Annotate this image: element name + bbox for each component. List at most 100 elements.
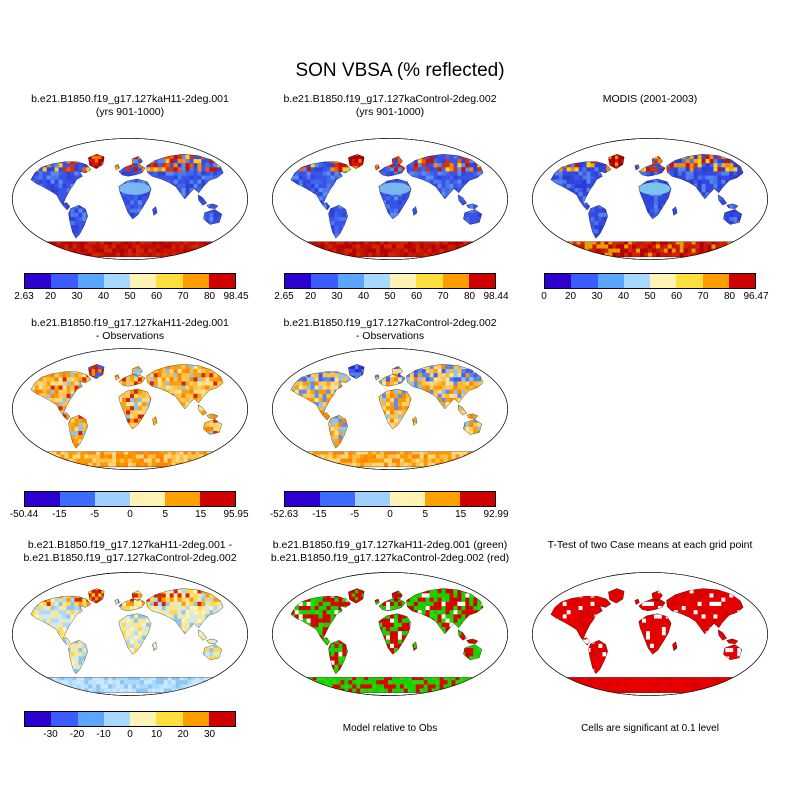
colorbar-segment: [60, 492, 95, 506]
colorbar-tick-labels: -52.63 -15 -5 0 5 15 92.99: [270, 509, 509, 522]
colorbar-tick: 30: [203, 729, 216, 740]
panel-caption: Cells are significant at 0.1 level: [581, 723, 719, 734]
colorbar-tick: 40: [97, 291, 110, 302]
world-map: [11, 137, 249, 261]
colorbar-tick: 40: [357, 291, 370, 302]
colorbar-segment: [676, 274, 703, 288]
panel-title-line2: b.e21.B1850.f19_g17.127kaControl-2deg.00…: [23, 552, 237, 564]
colorbar-tick: -20: [69, 729, 85, 740]
colorbar-segment: [95, 492, 130, 506]
colorbar-segment: [156, 274, 183, 288]
colorbar-segment: [702, 274, 729, 288]
colorbar-segment: [130, 274, 157, 288]
map-svg: [272, 348, 508, 470]
colorbar-tick: -30: [43, 729, 58, 740]
colorbar: -30 -20 -10 0 10 20 30: [24, 711, 236, 742]
panel-title: MODIS (2001-2003): [528, 93, 772, 119]
map-svg: [12, 138, 248, 260]
colorbar-tick: 60: [410, 291, 423, 302]
colorbar-tick: 0: [127, 509, 133, 520]
colorbar-tick: -5: [350, 509, 360, 520]
colorbar-segment: [285, 274, 312, 288]
colorbar-tick: 98.45: [223, 291, 249, 302]
panel-ttest: T-Test of two Case means at each grid po…: [528, 539, 772, 734]
map-svg: [272, 138, 508, 260]
panel-title-line2: b.e21.B1850.f19_g17.127kaControl-2deg.00…: [270, 552, 510, 564]
colorbar-segment: [545, 274, 572, 288]
colorbar: -50.44 -15 -5 0 5 15 95.95: [10, 491, 249, 522]
world-map: [271, 347, 509, 471]
figure-title: SON VBSA (% reflected): [295, 60, 505, 81]
colorbar-tick: 2.65: [274, 291, 294, 302]
colorbar-tick: 15: [195, 509, 207, 520]
colorbar-tick: 80: [463, 291, 476, 302]
panel-title: T-Test of two Case means at each grid po…: [528, 539, 772, 565]
colorbar-segment: [25, 274, 52, 288]
world-map: [11, 571, 249, 697]
panel-case2-minus-obs: b.e21.B1850.f19_g17.127kaControl-2deg.00…: [268, 317, 512, 522]
map-svg: [532, 138, 768, 260]
panel-title-line2: - Observations: [95, 330, 165, 342]
world-map: [271, 137, 509, 261]
colorbar-tick: 80: [203, 291, 216, 302]
colorbar-segment: [425, 492, 460, 506]
colorbar-segment: [208, 712, 235, 726]
colorbar-segment: [51, 274, 78, 288]
panel-title: b.e21.B1850.f19_g17.127kaH11-2deg.001 - …: [8, 317, 252, 343]
colorbar-tick: -52.63: [269, 509, 299, 520]
colorbar-tick: 70: [697, 291, 709, 302]
panel-title-line1: b.e21.B1850.f19_g17.127kaH11-2deg.001 -: [27, 539, 233, 551]
panel-title: b.e21.B1850.f19_g17.127kaH11-2deg.001 (y…: [8, 93, 252, 119]
colorbar-tick: 60: [670, 291, 683, 302]
colorbar-segment: [200, 492, 235, 506]
colorbar-tick: 30: [591, 291, 603, 302]
panel-case1-minus-case2: b.e21.B1850.f19_g17.127kaH11-2deg.001 - …: [8, 539, 252, 742]
colorbar-segment: [416, 274, 443, 288]
colorbar-tick: 95.95: [223, 509, 249, 520]
colorbar-tick: 5: [162, 509, 169, 520]
colorbar-segment: [337, 274, 364, 288]
colorbar-segment: [571, 274, 598, 288]
map-svg: [12, 572, 248, 696]
colorbar-tick: -10: [96, 729, 111, 740]
colorbar: -52.63 -15 -5 0 5 15 92.99: [270, 491, 509, 522]
colorbar-segment: [25, 492, 60, 506]
panel-case2-climatology: b.e21.B1850.f19_g17.127kaControl-2deg.00…: [268, 93, 512, 304]
colorbar: 2.65 20 30 40 50 60 70 80 98.44: [274, 273, 509, 304]
colorbar-segment: [355, 492, 390, 506]
colorbar-tick: 70: [177, 291, 189, 302]
colorbar-tick: 5: [422, 509, 429, 520]
colorbar-tick: -5: [90, 509, 100, 520]
colorbar-tick: 10: [150, 729, 163, 740]
colorbar-tick: 92.99: [483, 509, 509, 520]
colorbar: 2.63 20 30 40 50 60 70 80 98.45: [14, 273, 249, 304]
panel-title-line1: b.e21.B1850.f19_g17.127kaH11-2deg.001: [31, 93, 229, 105]
map-svg: [12, 348, 248, 470]
panel-title-line2: - Observations: [355, 330, 425, 342]
colorbar-tick: 15: [455, 509, 467, 520]
colorbar-segment: [103, 274, 130, 288]
colorbar-segment: [460, 492, 495, 506]
panel-title-line1: b.e21.B1850.f19_g17.127kaH11-2deg.001 (g…: [272, 539, 508, 551]
colorbar-tick: 0: [541, 291, 547, 302]
colorbar-tick-labels: 2.65 20 30 40 50 60 70 80 98.44: [274, 291, 508, 304]
colorbar-bar: [284, 273, 496, 289]
panel-caption: Model relative to Obs: [342, 723, 438, 734]
map-svg: [272, 572, 508, 696]
panel-case1-minus-obs: b.e21.B1850.f19_g17.127kaH11-2deg.001 - …: [8, 317, 252, 522]
colorbar-segment: [156, 712, 183, 726]
map-svg: [532, 572, 768, 696]
panel-title-line2: (yrs 901-1000): [355, 106, 425, 118]
colorbar-segment: [165, 492, 200, 506]
panel-modis: MODIS (2001-2003) 0 20 30 40 50 60 70 80 96.47: [528, 93, 772, 304]
colorbar-tick: 80: [723, 291, 736, 302]
colorbar-tick: 30: [71, 291, 83, 302]
colorbar-tick: -15: [312, 509, 327, 520]
colorbar-segment: [130, 492, 165, 506]
colorbar-segment: [320, 492, 355, 506]
colorbar-bar: [284, 491, 496, 507]
colorbar-tick: 70: [437, 291, 449, 302]
colorbar-tick: 60: [150, 291, 163, 302]
colorbar-tick: -15: [52, 509, 67, 520]
